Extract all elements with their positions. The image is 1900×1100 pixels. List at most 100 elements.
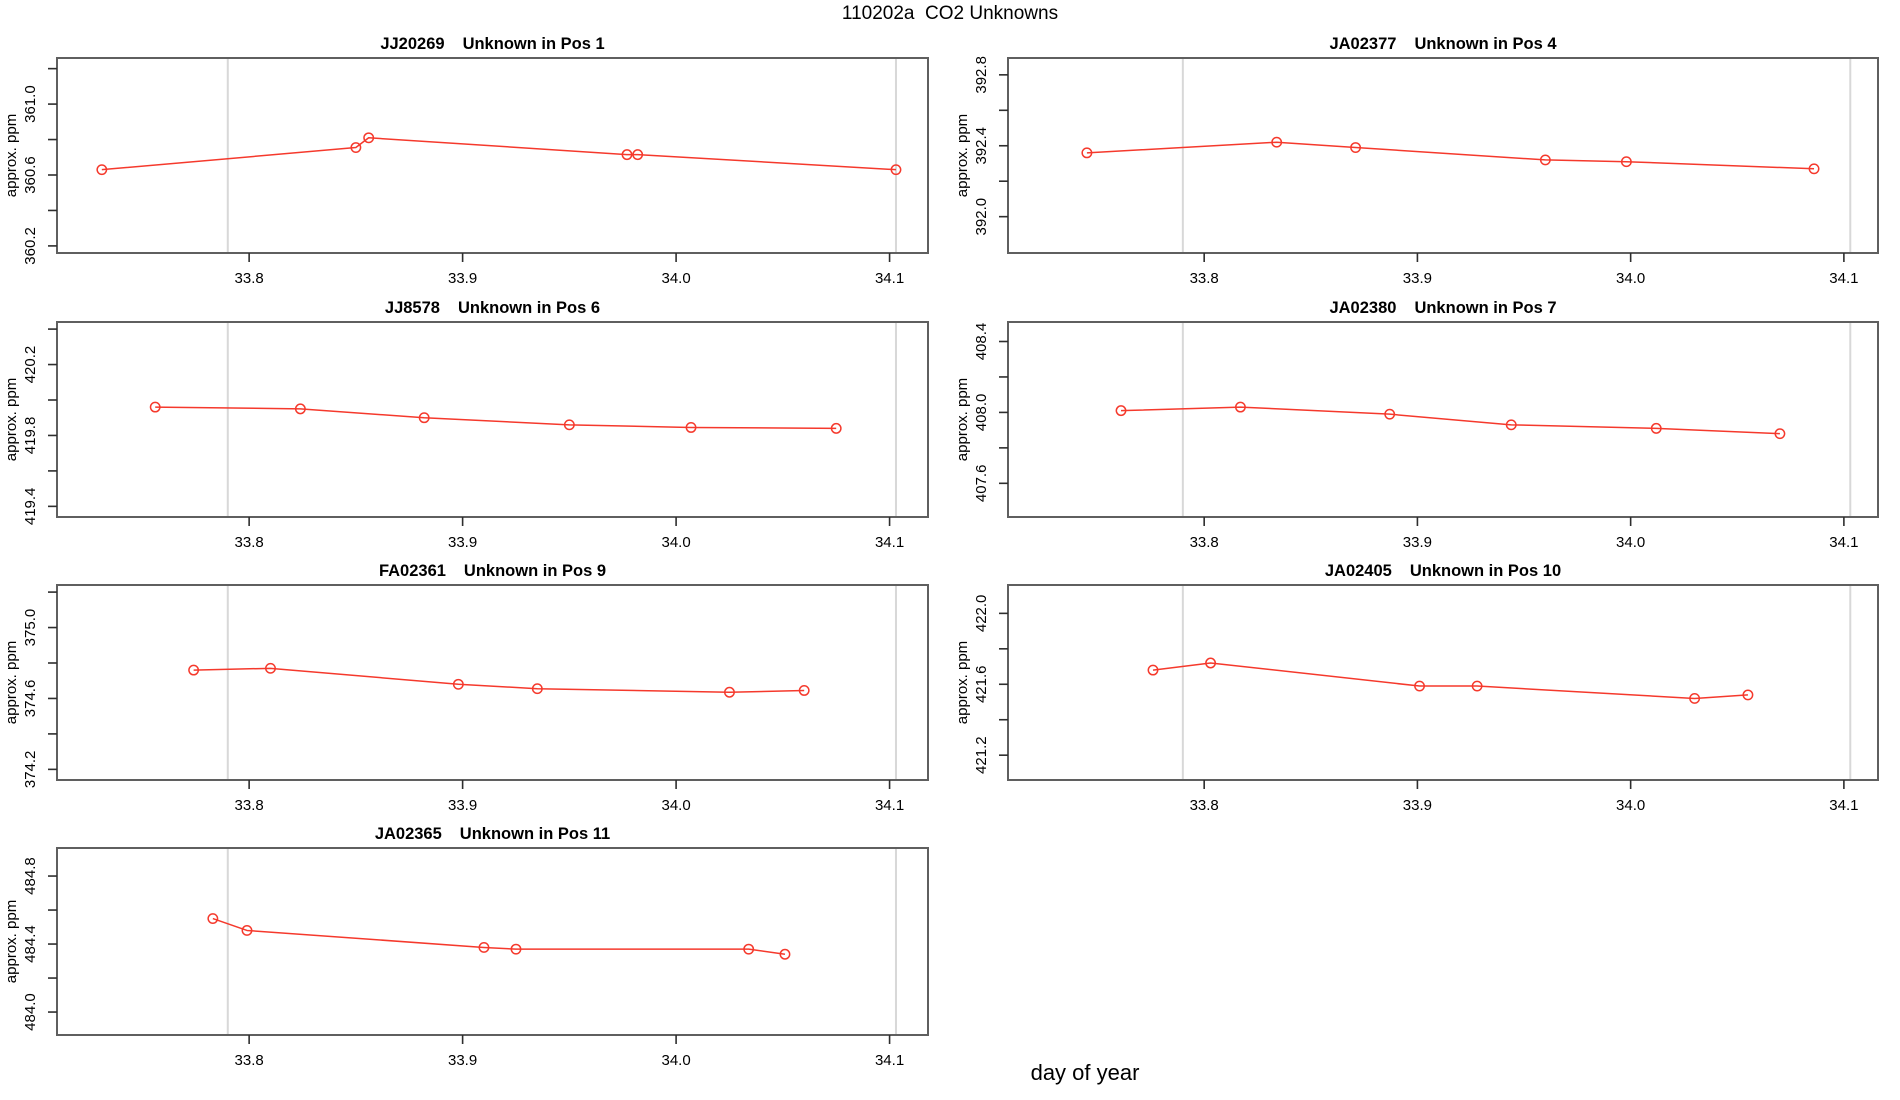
panel-title: JJ20269 Unknown in Pos 1: [380, 35, 604, 53]
y-tick-label: 407.6: [973, 465, 990, 503]
data-point-marker: [149, 401, 161, 413]
data-point-marker: [1471, 680, 1483, 692]
series-line: [155, 406, 837, 430]
x-tick-label: 33.9: [448, 534, 477, 551]
y-tick-label: 484.8: [22, 857, 39, 895]
data-point-marker: [1650, 422, 1662, 434]
data-point-marker: [207, 913, 219, 924]
x-tick-label: 33.8: [235, 1052, 264, 1069]
data-point-marker: [1689, 693, 1701, 704]
x-tick-label: 33.9: [1403, 270, 1432, 287]
x-tick-label: 34.1: [875, 797, 904, 814]
x-tick-label: 33.8: [1190, 270, 1219, 287]
data-point-marker: [452, 678, 464, 690]
x-tick-label: 33.8: [235, 797, 264, 814]
y-tick-label: 408.0: [973, 394, 990, 432]
data-point-marker: [1115, 405, 1127, 417]
data-point-marker: [743, 943, 755, 955]
y-tick-label: 421.2: [973, 736, 990, 774]
x-tick-label: 33.9: [1403, 797, 1432, 814]
panel-jj20269: 360.2 360.6 361.0 33.8 33.9 34.0 34.1 JJ20269 Un…: [3, 35, 929, 287]
y-tick-label: 374.6: [22, 680, 39, 718]
plot-box: [1007, 57, 1879, 254]
plot-box: [56, 57, 929, 254]
data-point-marker: [294, 403, 306, 415]
data-point-marker: [1505, 419, 1517, 431]
x-axis-label: day of year: [1030, 1060, 1140, 1085]
y-tick-label: 374.2: [22, 751, 39, 789]
x-tick-label: 33.9: [1403, 534, 1432, 551]
y-tick-label: 392.0: [973, 198, 990, 236]
x-tick-label: 33.9: [448, 1052, 477, 1069]
panel-title: JA02377 Unknown in Pos 4: [1329, 35, 1557, 53]
data-point-marker: [890, 164, 902, 176]
x-tick-label: 34.1: [875, 1052, 904, 1069]
plot-box: [1007, 584, 1879, 781]
x-tick-label: 34.0: [1616, 797, 1645, 814]
data-point-marker: [1620, 156, 1632, 168]
series-line: [101, 137, 897, 171]
series-line: [193, 667, 805, 693]
data-point-marker: [363, 132, 375, 144]
panel-ja02380: 407.6 408.0 408.4 33.8 33.9 34.0 34.1 JA02380 Un…: [954, 299, 1879, 551]
x-tick-label: 34.1: [1829, 797, 1858, 814]
y-tick-label: 420.2: [22, 346, 39, 384]
data-point-marker: [1234, 401, 1246, 413]
y-tick-label: 419.4: [22, 488, 39, 526]
y-axis-title: approx. ppm: [954, 378, 971, 461]
y-tick-label: 360.2: [22, 227, 39, 265]
data-point-marker: [563, 419, 575, 431]
x-tick-label: 34.0: [661, 1052, 690, 1069]
y-axis-title: approx. ppm: [3, 641, 20, 724]
data-point-marker: [1384, 408, 1396, 420]
panel-title: JA02405 Unknown in Pos 10: [1325, 562, 1561, 580]
data-point-marker: [621, 149, 633, 161]
x-tick-label: 34.0: [1616, 270, 1645, 287]
plot-box: [56, 847, 929, 1036]
panel-ja02405: 421.2 421.6 422.0 33.8 33.9 34.0 34.1 JA02405 Un…: [954, 562, 1879, 814]
panel-fa02361: 374.2 374.6 375.0 33.8 33.9 34.0 34.1 FA02361 Un…: [3, 562, 929, 814]
y-tick-label: 408.4: [973, 323, 990, 361]
series-line: [1152, 662, 1748, 700]
y-tick-label: 484.0: [22, 993, 39, 1031]
y-tick-label: 421.6: [973, 665, 990, 703]
x-tick-label: 34.0: [661, 797, 690, 814]
y-tick-label: 422.0: [973, 595, 990, 633]
x-tick-label: 34.1: [1829, 534, 1858, 551]
data-point-marker: [188, 664, 200, 676]
data-point-marker: [1205, 657, 1217, 669]
x-tick-label: 34.0: [661, 270, 690, 287]
panel-ja02365: 484.0 484.4 484.8 33.8 33.9 34.0 34.1 JA02365 Un…: [3, 825, 929, 1069]
y-tick-label: 484.4: [22, 925, 39, 963]
x-tick-label: 33.8: [1190, 534, 1219, 551]
data-point-marker: [1271, 136, 1283, 148]
plot-box: [1007, 321, 1879, 518]
x-tick-label: 33.8: [235, 270, 264, 287]
data-point-marker: [96, 164, 108, 176]
x-tick-label: 33.9: [448, 797, 477, 814]
y-tick-label: 392.4: [973, 127, 990, 165]
data-point-marker: [779, 948, 791, 960]
series-line: [1086, 141, 1815, 170]
panel-title: FA02361 Unknown in Pos 9: [379, 562, 606, 580]
y-axis-title: approx. ppm: [3, 900, 20, 983]
x-tick-label: 34.0: [1616, 534, 1645, 551]
plot-box: [56, 584, 929, 781]
data-point-marker: [1808, 163, 1820, 175]
y-tick-label: 392.8: [973, 56, 990, 94]
panel-title: JJ8578 Unknown in Pos 6: [385, 299, 600, 317]
y-tick-label: 419.8: [22, 417, 39, 455]
y-tick-label: 375.0: [22, 609, 39, 647]
x-tick-label: 34.1: [875, 534, 904, 551]
x-tick-label: 34.0: [661, 534, 690, 551]
series-line: [1120, 406, 1780, 435]
data-point-marker: [1147, 664, 1159, 676]
data-point-marker: [418, 412, 430, 424]
y-tick-label: 361.0: [22, 85, 39, 123]
data-point-marker: [798, 685, 810, 696]
x-tick-label: 33.8: [1190, 797, 1219, 814]
data-point-marker: [1081, 147, 1093, 159]
x-tick-label: 34.1: [1829, 270, 1858, 287]
y-axis-title: approx. ppm: [954, 641, 971, 724]
